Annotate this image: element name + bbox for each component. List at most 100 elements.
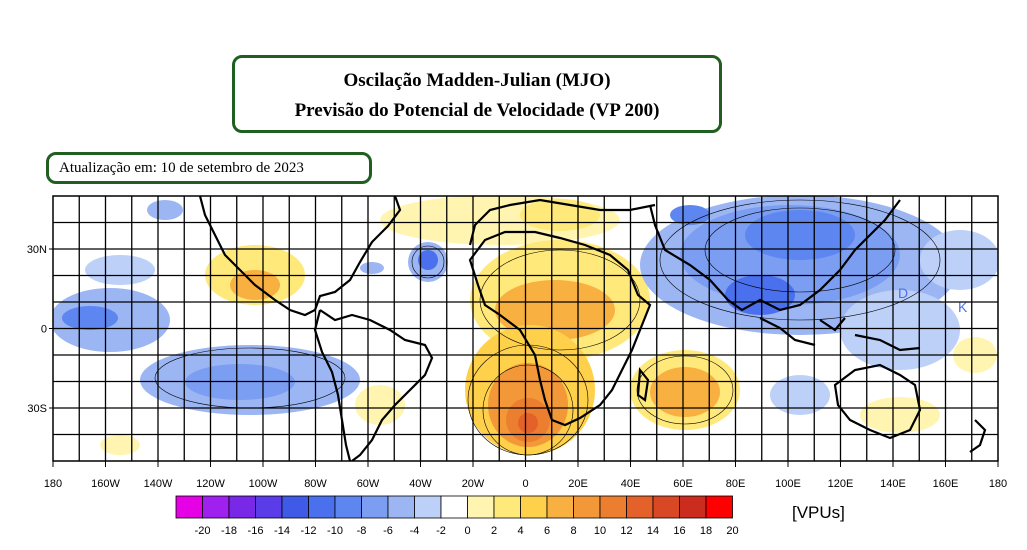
colorbar-swatch xyxy=(599,495,627,519)
anomaly-yellow xyxy=(100,435,140,455)
update-date-box: Atualização em: 10 de setembro de 2023 xyxy=(46,152,372,184)
contour-line xyxy=(154,347,346,409)
contour-line xyxy=(659,199,941,321)
anomaly-blue xyxy=(147,200,183,220)
south-america-coast xyxy=(313,309,434,461)
colorbar-tick-label: 2 xyxy=(491,525,497,537)
colorbar-swatch xyxy=(308,495,336,519)
anomaly-blue xyxy=(85,255,155,285)
lat-tick-label: 30N xyxy=(27,244,47,256)
colorbar-tick-label: 6 xyxy=(544,525,550,537)
anomaly-blue xyxy=(418,250,438,270)
lon-tick-label: 120W xyxy=(196,478,225,490)
colorbar-swatch xyxy=(679,495,707,519)
colorbar-tick-label: -16 xyxy=(248,525,264,537)
colorbar-swatch xyxy=(334,495,362,519)
colorbar-swatch xyxy=(281,495,309,519)
title-line1: Oscilação Madden-Julian (MJO) xyxy=(343,70,611,91)
colorbar-swatch xyxy=(467,495,495,519)
lon-tick-label: 80E xyxy=(726,478,746,490)
lon-tick-label: 160W xyxy=(91,478,120,490)
lon-tick-label: 140W xyxy=(144,478,173,490)
anomaly-orange xyxy=(650,367,720,417)
colorbar-tick-label: -10 xyxy=(327,525,343,537)
asia-coast xyxy=(648,199,901,312)
anomaly-blue xyxy=(840,290,960,370)
colorbar-swatch xyxy=(626,495,654,519)
colorbar-tick-label: 16 xyxy=(673,525,685,537)
colorbar-swatch xyxy=(387,495,415,519)
anomaly-blue xyxy=(62,306,118,330)
new-zealand-coast xyxy=(969,419,987,453)
lat-tick-label: 30S xyxy=(27,403,47,415)
contour-line xyxy=(636,355,734,425)
lon-tick-label: 120E xyxy=(828,478,854,490)
lon-tick-label: 180 xyxy=(44,478,62,490)
anomaly-yellow xyxy=(355,385,405,425)
lat-axis: 30N 0 30S xyxy=(27,244,53,415)
lon-tick-label: 160E xyxy=(933,478,959,490)
lon-tick-label: 40W xyxy=(409,478,432,490)
colorbar: -20 -18 -16 -14 -12 -10 -8 -6 -4 -2 0 2 4 6 8 10 12 14 16 1… xyxy=(175,495,739,537)
lon-tick-label: 80W xyxy=(304,478,327,490)
units-label: [VPUs] xyxy=(792,503,845,522)
colorbar-tick-label: -4 xyxy=(410,525,420,537)
lon-tick-label: 100W xyxy=(249,478,278,490)
colorbar-tick-label: 4 xyxy=(517,525,523,537)
madagascar-coast xyxy=(636,367,650,402)
colorbar-tick-label: 8 xyxy=(570,525,576,537)
colorbar-swatch xyxy=(652,495,680,519)
colorbar-tick-label: 10 xyxy=(594,525,606,537)
africa-coast xyxy=(468,230,652,427)
lon-tick-label: 100E xyxy=(775,478,801,490)
contour-line xyxy=(479,249,641,351)
colorbar-swatch xyxy=(175,495,203,519)
colorbar-tick-label: -12 xyxy=(301,525,317,537)
anomaly-blue xyxy=(725,275,795,315)
colorbar-swatch xyxy=(228,495,256,519)
colorbar-swatch xyxy=(414,495,442,519)
lon-tick-label: 20W xyxy=(462,478,485,490)
colorbar-swatch xyxy=(573,495,601,519)
colorbar-tick-label: -2 xyxy=(436,525,446,537)
colorbar-swatch xyxy=(202,495,230,519)
colorbar-tick-label: 12 xyxy=(620,525,632,537)
lon-tick-label: 140E xyxy=(880,478,906,490)
colorbar-tick-label: -6 xyxy=(383,525,393,537)
colorbar-swatch xyxy=(493,495,521,519)
anomaly-blue xyxy=(920,230,998,290)
maritime-continent-coast xyxy=(759,317,921,352)
update-date-label: Atualização em: 10 de setembro de 2023 xyxy=(59,160,304,176)
colorbar-tick-label: -14 xyxy=(274,525,290,537)
lon-tick-label: 60W xyxy=(357,478,380,490)
map-marker-k: K xyxy=(958,299,968,315)
colorbar-tick-label: -18 xyxy=(221,525,237,537)
lon-tick-label: 0 xyxy=(522,478,528,490)
map-marker-d: D xyxy=(898,285,908,301)
title-box: Oscilação Madden-Julian (MJO) Previsão d… xyxy=(232,55,722,133)
colorbar-tick-label: -20 xyxy=(195,525,211,537)
australia-coast xyxy=(833,363,922,440)
lon-tick-label: 180 xyxy=(989,478,1007,490)
lat-tick-label: 0 xyxy=(41,324,47,336)
anomaly-yellow xyxy=(860,397,940,433)
title-line2: Previsão do Potencial de Velocidade (VP … xyxy=(294,100,660,121)
colorbar-swatch xyxy=(255,495,283,519)
lon-tick-label: 60E xyxy=(673,478,693,490)
colorbar-tick-label: -8 xyxy=(357,525,367,537)
north-america-coast xyxy=(198,196,402,317)
coastlines xyxy=(198,196,987,461)
anomaly-blue xyxy=(670,205,710,225)
contour-line xyxy=(704,207,896,293)
contour-lines xyxy=(154,199,941,456)
lon-axis: 180 160W 140W 120W 100W 80W 60W 40W 20W 0 20E 40E 60… xyxy=(44,461,1007,490)
anomaly-blue xyxy=(770,375,830,415)
colorbar-tick-label: 0 xyxy=(464,525,470,537)
contour-line xyxy=(411,245,445,279)
anomaly-orange xyxy=(518,413,538,433)
colorbar-tick-label: 20 xyxy=(726,525,738,537)
anomaly-blue xyxy=(360,262,384,274)
contour-line xyxy=(482,364,574,456)
colorbar-tick-label: 14 xyxy=(647,525,659,537)
